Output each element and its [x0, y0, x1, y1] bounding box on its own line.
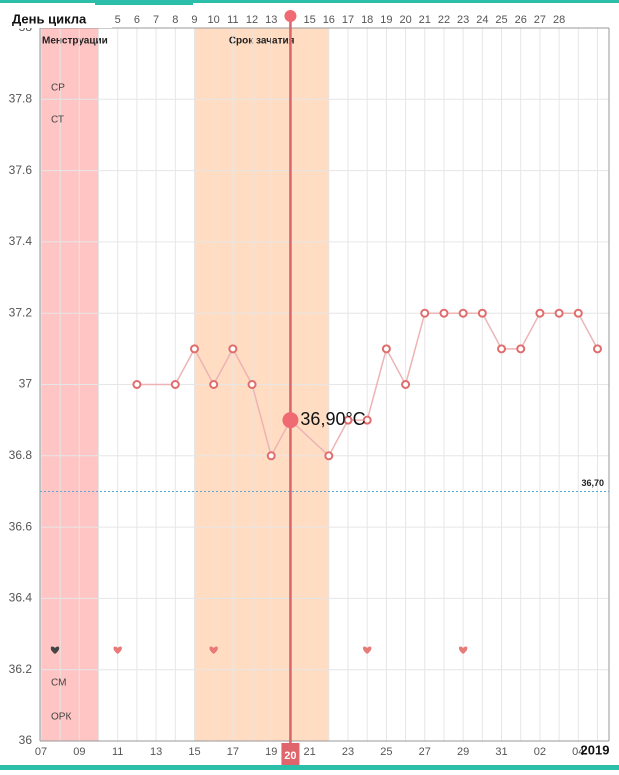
heart: [113, 646, 122, 654]
y-tick-label: 37: [19, 377, 33, 391]
point: [420, 308, 430, 318]
region-label: Менструации: [42, 36, 108, 47]
x-tick-label: 04: [572, 746, 584, 758]
x-tick-label: 17: [227, 746, 239, 758]
point: [324, 451, 334, 461]
selected-point: [282, 412, 299, 429]
row-label: СТ: [51, 115, 64, 126]
title-bg: [0, 10, 112, 28]
y-tick-label: 37.8: [9, 91, 33, 105]
y-tick-label: 37.2: [9, 305, 33, 319]
selected-top-dot: [284, 10, 297, 22]
point: [573, 308, 583, 318]
point: [343, 415, 353, 425]
point: [516, 344, 526, 354]
cycle-day-label: 8: [172, 14, 178, 26]
cycle-day-label: 20: [399, 14, 411, 26]
selected-value-label: 36,90°C: [300, 409, 365, 429]
y-tick-label: 37.4: [9, 234, 33, 248]
x-tick-label: 11: [112, 746, 123, 758]
bottom-bar: [0, 765, 619, 770]
x-tick-label: 13: [150, 746, 162, 758]
x-tick-label: 25: [380, 746, 392, 758]
cycle-day-label: 24: [476, 14, 488, 26]
cycle-day-label: 23: [457, 14, 469, 26]
point: [458, 308, 468, 318]
cycle-day-label: 7: [153, 14, 159, 26]
selected-date-box: [281, 743, 300, 765]
chart-title: День цикла: [12, 11, 87, 26]
row-label: СР: [51, 83, 65, 94]
point: [439, 308, 449, 318]
year-label: 2019: [581, 742, 610, 757]
y-tick-label: 36.6: [9, 519, 33, 533]
heart-icon: [50, 646, 60, 654]
y-tick-label: 36: [19, 733, 33, 747]
heart: [458, 646, 468, 654]
point: [554, 308, 564, 318]
cycle-day-label: 9: [191, 14, 197, 26]
x-tick-label: 19: [265, 746, 277, 758]
cycle-day-label: 25: [495, 14, 507, 26]
cycle-day-label: 11: [227, 14, 238, 26]
point: [228, 344, 238, 354]
point: [247, 380, 257, 389]
cycle-day-label: 22: [438, 14, 450, 26]
point: [132, 380, 142, 389]
x-tick-label: 23: [342, 746, 354, 758]
point: [497, 344, 507, 354]
cycle-day-label: 26: [515, 14, 527, 26]
cycle-day-label: 18: [361, 14, 373, 26]
x-tick-label: 21: [304, 746, 316, 758]
point: [535, 308, 545, 318]
x-tick-label: 31: [495, 746, 507, 758]
coverline-label: 36,70: [581, 478, 604, 488]
x-tick-label: 07: [35, 746, 47, 758]
y-tick-label: 36.4: [9, 591, 33, 605]
cycle-day-label: 10: [208, 14, 220, 26]
x-tick-label: 02: [534, 746, 546, 758]
point: [209, 380, 219, 389]
top-bar: [0, 0, 619, 3]
point: [401, 380, 411, 389]
selected-date: 20: [284, 750, 296, 762]
point: [189, 344, 199, 354]
y-tick-label: 36.8: [9, 448, 33, 462]
heart: [209, 646, 218, 654]
point: [592, 344, 602, 354]
cycle-day-label: 28: [553, 14, 565, 26]
cycle-day-label: 21: [419, 14, 431, 26]
region-label: Срок зачатия: [229, 36, 295, 47]
x-tick-label: 09: [73, 746, 85, 758]
point: [477, 308, 487, 318]
cycle-day-label: 27: [534, 14, 546, 26]
cycle-day-label: 13: [265, 14, 277, 26]
point: [170, 380, 180, 389]
cycle-day-label: 16: [323, 14, 335, 26]
row-label: ОРК: [51, 712, 71, 723]
point: [381, 344, 391, 354]
x-tick-label: 15: [188, 746, 200, 758]
y-tick-label: 36.2: [9, 662, 33, 676]
row-label: СМ: [51, 678, 66, 689]
x-tick-label: 29: [457, 746, 469, 758]
point: [266, 451, 276, 461]
cycle-day-label: 17: [342, 14, 354, 26]
point: [362, 415, 372, 425]
cycle-day-label: 15: [304, 14, 316, 26]
cycle-day-label: 6: [134, 14, 140, 26]
cycle-day-label: 19: [380, 14, 392, 26]
y-tick-label: 37.6: [9, 163, 33, 177]
tab-indicator: [95, 3, 193, 5]
heart: [362, 646, 372, 654]
x-tick-label: 27: [419, 746, 431, 758]
cycle-day-label: 5: [115, 14, 121, 26]
cycle-day-label: 12: [246, 14, 258, 26]
